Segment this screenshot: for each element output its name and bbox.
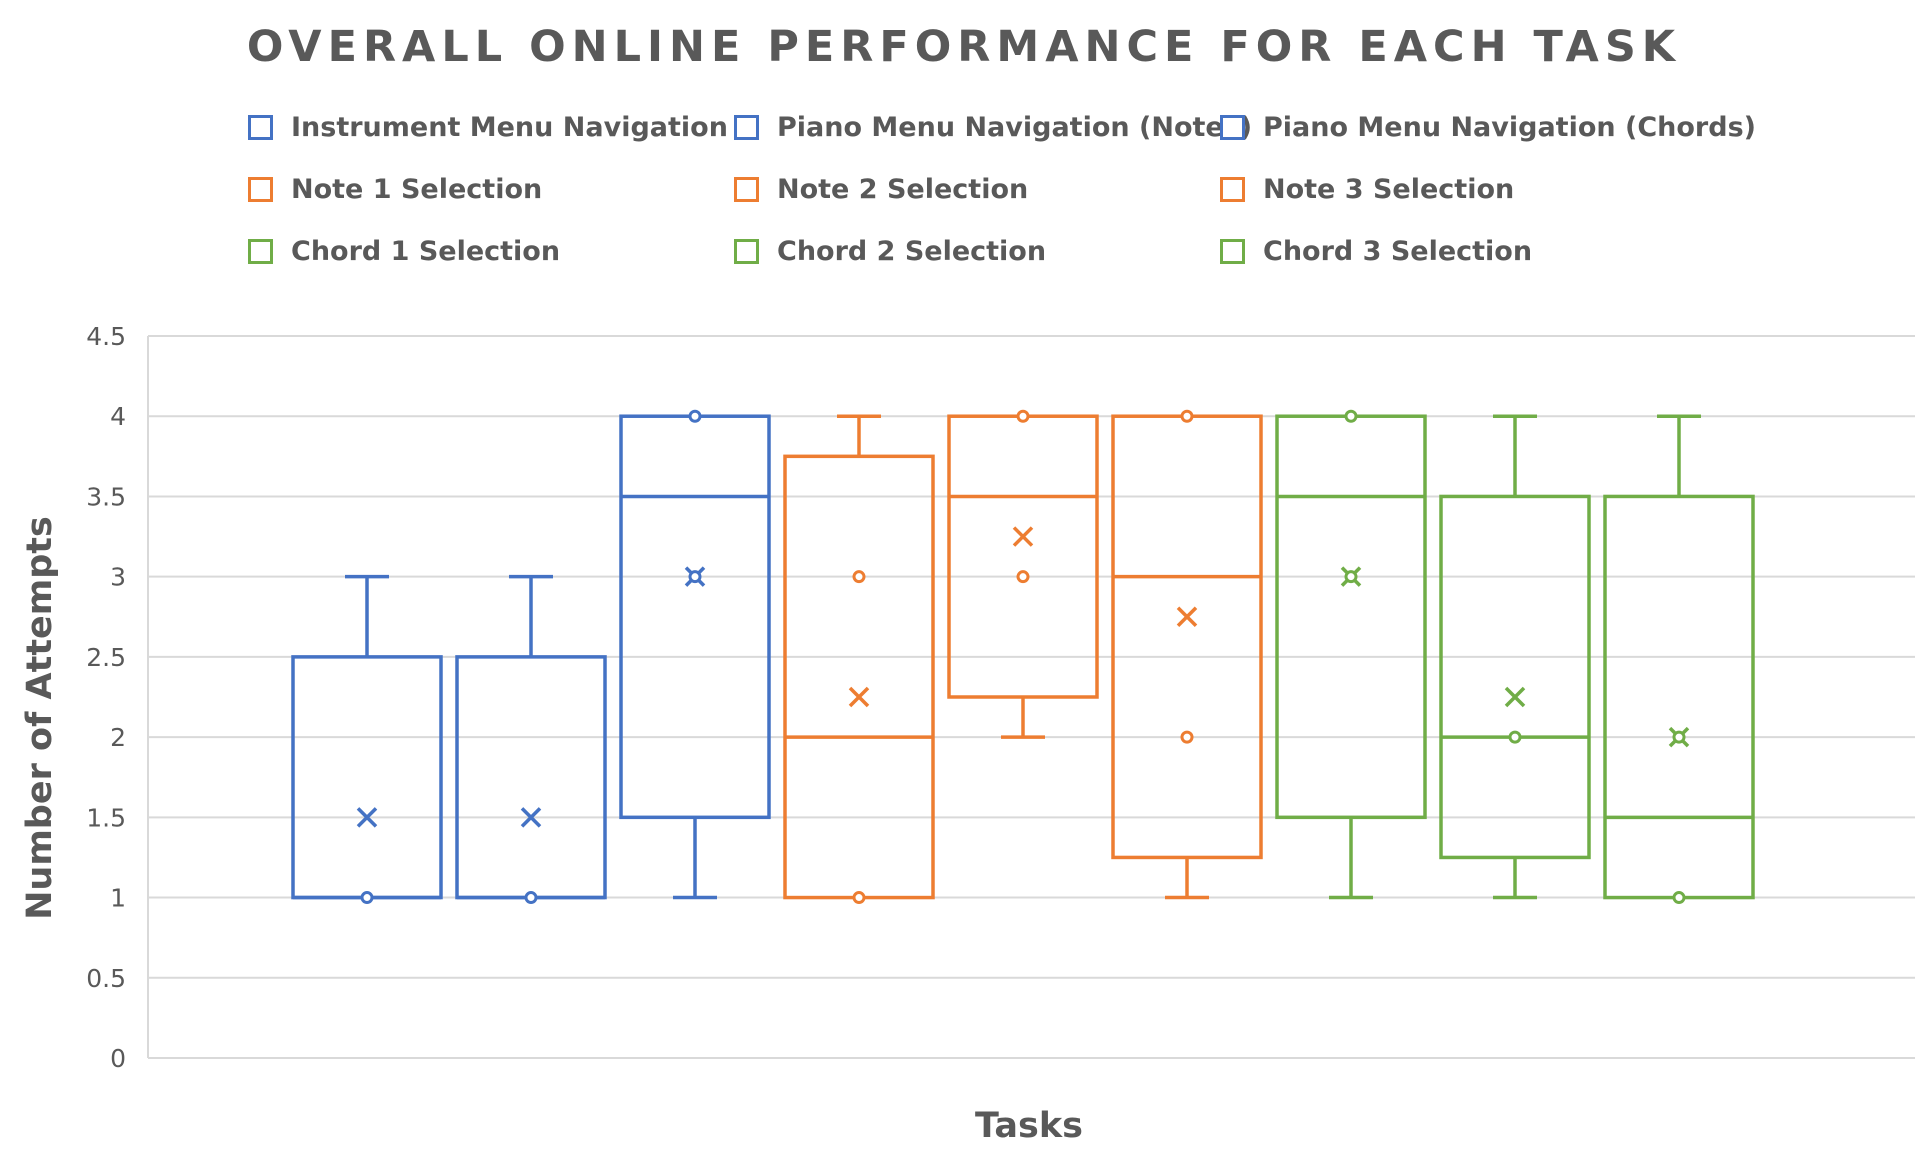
- mean-marker: [356, 807, 378, 828]
- legend-swatch: [1220, 177, 1245, 202]
- legend-swatch: [248, 177, 273, 202]
- legend-swatch: [734, 239, 759, 264]
- box-2: [455, 655, 607, 900]
- box-4: [783, 454, 935, 900]
- data-point: [1016, 409, 1030, 423]
- y-tick-label: 2.5: [86, 643, 126, 672]
- mean-marker: [1504, 686, 1526, 708]
- mean-marker: [1176, 606, 1198, 628]
- legend-swatch: [734, 177, 759, 202]
- data-point: [688, 570, 702, 584]
- legend-label: Piano Menu Navigation (Chords): [1263, 112, 1756, 143]
- legend-label: Note 1 Selection: [291, 174, 543, 205]
- y-tick-label: 4.5: [86, 322, 126, 351]
- box-7: [1275, 414, 1427, 820]
- legend-swatch: [248, 239, 273, 264]
- data-point: [1672, 730, 1686, 744]
- legend-item: Instrument Menu Navigation: [248, 112, 728, 143]
- legend-item: Note 3 Selection: [1220, 174, 1514, 205]
- legend-item: Note 2 Selection: [734, 174, 1028, 205]
- data-point: [1508, 730, 1522, 744]
- data-point: [852, 891, 866, 905]
- legend-label: Note 3 Selection: [1263, 174, 1515, 205]
- data-point: [688, 409, 702, 423]
- legend-swatch: [1220, 239, 1245, 264]
- x-axis-label: Tasks: [975, 1106, 1083, 1146]
- legend-item: Chord 1 Selection: [248, 236, 560, 267]
- legend-swatch: [1220, 115, 1245, 140]
- y-tick-label: 4: [110, 402, 126, 431]
- legend-item: Piano Menu Navigation (Chords): [1220, 112, 1756, 143]
- legend-label: Chord 2 Selection: [777, 236, 1047, 267]
- box-1: [291, 655, 443, 900]
- legend-label: Chord 3 Selection: [1263, 236, 1533, 267]
- legend-label: Chord 1 Selection: [291, 236, 561, 267]
- y-tick-label: 1: [110, 884, 126, 913]
- legend-item: Chord 2 Selection: [734, 236, 1046, 267]
- y-tick-label: 3.5: [86, 482, 126, 511]
- legend-label: Piano Menu Navigation (Notes): [777, 112, 1253, 143]
- data-point: [1344, 570, 1358, 584]
- legend-label: Note 2 Selection: [777, 174, 1029, 205]
- y-tick-label: 1.5: [86, 803, 126, 832]
- data-point: [524, 891, 538, 905]
- y-tick-label: 3: [110, 563, 126, 592]
- box-8: [1439, 494, 1591, 860]
- mean-marker: [1012, 526, 1034, 547]
- legend-item: Piano Menu Navigation (Notes): [734, 112, 1252, 143]
- box-5: [947, 414, 1099, 699]
- legend-label: Instrument Menu Navigation: [291, 112, 728, 143]
- data-point: [1672, 891, 1686, 905]
- y-tick-label: 0.5: [86, 964, 126, 993]
- mean-marker: [848, 686, 870, 708]
- legend-swatch: [734, 115, 759, 140]
- box-6: [1111, 414, 1263, 860]
- legend-swatch: [248, 115, 273, 140]
- chart-title: OVERALL ONLINE PERFORMANCE FOR EACH TASK: [246, 22, 1682, 72]
- data-point: [1180, 730, 1194, 744]
- data-point: [1180, 409, 1194, 423]
- data-point: [360, 891, 374, 905]
- data-point: [1016, 570, 1030, 584]
- y-tick-label: 2: [110, 723, 126, 752]
- box-9: [1603, 494, 1755, 900]
- y-tick-label: 0: [110, 1044, 126, 1073]
- box-3: [619, 414, 771, 820]
- data-point: [1344, 409, 1358, 423]
- mean-marker: [520, 807, 542, 828]
- data-point: [852, 570, 866, 584]
- legend-item: Note 1 Selection: [248, 174, 542, 205]
- legend-item: Chord 3 Selection: [1220, 236, 1532, 267]
